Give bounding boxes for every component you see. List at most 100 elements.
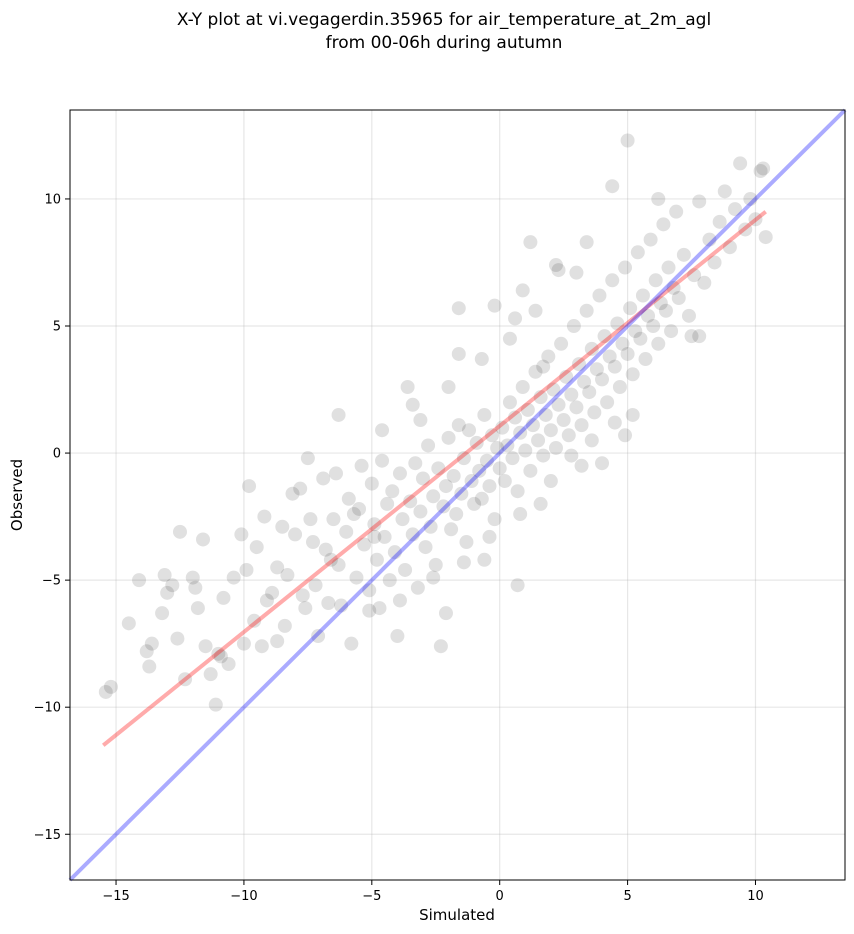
scatter-point — [543, 474, 558, 489]
scatter-point — [651, 191, 666, 206]
scatter-point — [520, 402, 535, 417]
scatter-point — [756, 161, 771, 176]
scatter-point — [638, 352, 653, 367]
scatter-point — [525, 418, 540, 433]
scatter-point — [569, 265, 584, 280]
y-tick-label: −5 — [42, 574, 61, 589]
scatter-point — [456, 451, 471, 466]
scatter-point — [451, 301, 466, 316]
scatter-point — [170, 631, 185, 646]
scatter-point — [574, 418, 589, 433]
scatter-point — [242, 479, 257, 494]
scatter-point — [661, 260, 676, 275]
scatter-point — [257, 509, 272, 524]
scatter-point — [584, 341, 599, 356]
scatter-point — [589, 362, 604, 377]
scatter-point — [142, 659, 157, 674]
scatter-point — [375, 423, 390, 438]
scatter-point — [515, 283, 530, 298]
scatter-point — [515, 379, 530, 394]
scatter-point — [139, 644, 154, 659]
scatter-point — [748, 212, 763, 227]
scatter-point — [270, 560, 285, 575]
scatter-point — [423, 519, 438, 534]
scatter-point — [546, 382, 561, 397]
scatter-point — [413, 504, 428, 519]
scatter-point — [676, 247, 691, 262]
scatter-point — [469, 435, 484, 450]
scatter-point — [712, 214, 727, 229]
scatter-point — [329, 466, 344, 481]
scatter-point — [646, 319, 661, 334]
scatter-point — [559, 369, 574, 384]
scatter-point — [369, 552, 384, 567]
scatter-point — [364, 476, 379, 491]
scatter-point — [538, 407, 553, 422]
scatter-point — [426, 570, 441, 585]
scatter-point — [323, 552, 338, 567]
y-tick-label: −15 — [34, 828, 61, 843]
scatter-point — [280, 568, 295, 583]
scatter-point — [441, 430, 456, 445]
scatter-point — [574, 458, 589, 473]
scatter-point — [533, 390, 548, 405]
scatter-point — [543, 423, 558, 438]
scatter-point — [298, 601, 313, 616]
scatter-point — [536, 359, 551, 374]
scatter-point — [579, 235, 594, 250]
scatter-point — [277, 618, 292, 633]
scatter-point — [428, 557, 443, 572]
scatter-point — [482, 479, 497, 494]
scatter-point — [577, 374, 592, 389]
scatter-point — [265, 585, 280, 600]
scatter-point — [502, 331, 517, 346]
scatter-point — [172, 524, 187, 539]
scatter-point — [628, 324, 643, 339]
x-tick-label: 10 — [747, 889, 764, 904]
scatter-point — [415, 471, 430, 486]
scatter-point — [103, 679, 118, 694]
scatter-point — [508, 311, 523, 326]
scatter-point — [510, 484, 525, 499]
scatter-point — [623, 301, 638, 316]
scatter-point — [490, 440, 505, 455]
scatter-point — [454, 486, 469, 501]
scatter-point — [707, 255, 722, 270]
y-tick-label: 10 — [44, 192, 61, 207]
scatter-point — [433, 639, 448, 654]
scatter-point — [717, 184, 732, 199]
scatter-point — [444, 522, 459, 537]
scatter-point — [236, 636, 251, 651]
y-axis-label: Observed — [8, 459, 26, 531]
scatter-point — [671, 291, 686, 306]
scatter-point — [592, 288, 607, 303]
scatter-point — [477, 407, 492, 422]
scatter-point — [326, 512, 341, 527]
scatter-point — [392, 466, 407, 481]
scatter-point — [633, 331, 648, 346]
scatter-point — [305, 535, 320, 550]
scatter-point — [213, 649, 228, 664]
scatter-point — [247, 613, 262, 628]
scatter-point — [681, 308, 696, 323]
scatter-point — [392, 593, 407, 608]
scatter-point — [216, 590, 231, 605]
scatter-point — [753, 163, 768, 178]
scatter-point — [390, 629, 405, 644]
scatter-point — [620, 346, 635, 361]
scatter-point — [474, 491, 489, 506]
scatter-point — [582, 385, 597, 400]
scatter-point — [334, 598, 349, 613]
scatter-point — [178, 672, 193, 687]
scatter-point — [321, 596, 336, 611]
scatter-point — [692, 194, 707, 209]
scatter-point — [300, 451, 315, 466]
scatter-point — [221, 656, 236, 671]
fit-lines — [68, 108, 847, 882]
scatter-point — [630, 245, 645, 260]
scatter-point — [487, 512, 502, 527]
scatter-point — [288, 527, 303, 542]
scatter-point — [362, 583, 377, 598]
identity-line — [68, 108, 847, 882]
scatter-point — [479, 453, 494, 468]
